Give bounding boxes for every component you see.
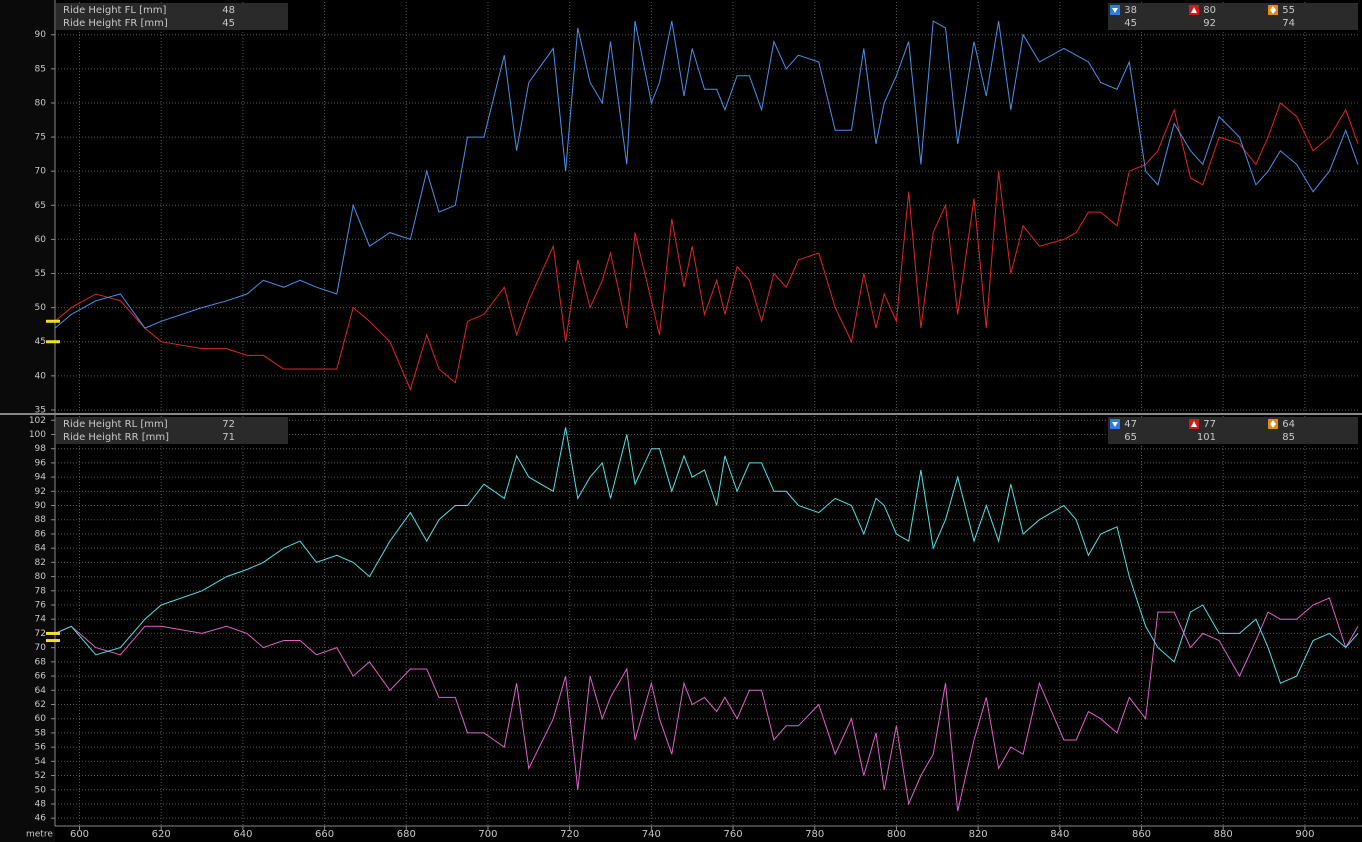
y-tick-label: 72 bbox=[35, 629, 46, 639]
min-value: 47 bbox=[1124, 419, 1137, 430]
legend-name: Ride Height RL [mm] bbox=[63, 419, 168, 430]
y-tick-label: 76 bbox=[35, 601, 47, 611]
y-tick-label: 68 bbox=[35, 657, 47, 667]
y-tick-label: 64 bbox=[35, 686, 47, 696]
x-axis-label: metre bbox=[26, 830, 53, 840]
avg-glyph bbox=[1270, 420, 1276, 428]
legend-name: Ride Height FR [mm] bbox=[63, 18, 168, 29]
y-tick-label: 90 bbox=[35, 30, 47, 40]
y-tick-label: 90 bbox=[35, 501, 47, 511]
min-value: 38 bbox=[1124, 5, 1137, 16]
y-tick-label: 55 bbox=[35, 269, 46, 279]
min-glyph bbox=[1112, 8, 1118, 13]
avg-value: 74 bbox=[1282, 18, 1295, 29]
avg-value: 85 bbox=[1282, 432, 1295, 443]
cursor-marker bbox=[46, 639, 60, 643]
cursor-value: 71 bbox=[222, 432, 235, 443]
min-value: 65 bbox=[1124, 432, 1137, 443]
y-tick-label: 40 bbox=[35, 371, 47, 381]
y-tick-label: 50 bbox=[35, 785, 47, 795]
x-tick-label: 860 bbox=[1132, 829, 1151, 840]
x-tick-label: 600 bbox=[70, 829, 89, 840]
y-tick-label: 45 bbox=[35, 337, 46, 347]
max-value: 77 bbox=[1203, 419, 1216, 430]
series-line bbox=[54, 20, 1359, 329]
y-tick-label: 62 bbox=[35, 700, 46, 710]
x-tick-label: 760 bbox=[724, 829, 743, 840]
y-tick-label: 56 bbox=[35, 743, 47, 753]
y-tick-label: 75 bbox=[35, 133, 46, 143]
x-tick-label: 660 bbox=[315, 829, 334, 840]
series-line bbox=[54, 597, 1359, 812]
y-tick-label: 58 bbox=[35, 728, 47, 738]
y-tick-label: 94 bbox=[35, 473, 47, 483]
series-line bbox=[54, 427, 1359, 684]
y-tick-label: 80 bbox=[35, 98, 47, 108]
y-tick-label: 54 bbox=[35, 757, 47, 767]
y-tick-label: 82 bbox=[35, 558, 46, 568]
y-tick-label: 96 bbox=[35, 458, 47, 468]
y-tick-label: 100 bbox=[29, 430, 46, 440]
y-tick-label: 88 bbox=[35, 515, 47, 525]
y-tick-label: 86 bbox=[35, 529, 47, 539]
avg-value: 64 bbox=[1282, 419, 1295, 430]
stats-box bbox=[1108, 417, 1358, 444]
y-tick-label: 60 bbox=[35, 714, 47, 724]
y-tick-label: 35 bbox=[35, 405, 46, 415]
avg-value: 55 bbox=[1282, 5, 1295, 16]
legend-box bbox=[56, 3, 288, 30]
y-tick-label: 70 bbox=[35, 643, 47, 653]
x-tick-label: 620 bbox=[152, 829, 171, 840]
avg-glyph bbox=[1270, 6, 1276, 14]
cursor-marker bbox=[46, 340, 60, 344]
y-tick-label: 50 bbox=[35, 303, 47, 313]
stats-box bbox=[1108, 3, 1358, 30]
x-tick-label: 780 bbox=[805, 829, 824, 840]
legend-name: Ride Height RR [mm] bbox=[63, 432, 169, 443]
max-value: 101 bbox=[1197, 432, 1216, 443]
min-glyph bbox=[1112, 422, 1118, 427]
legend-name: Ride Height FL [mm] bbox=[63, 5, 167, 16]
legend-box bbox=[56, 417, 288, 444]
y-tick-label: 84 bbox=[35, 544, 47, 554]
axis-gutter bbox=[0, 0, 55, 842]
max-value: 92 bbox=[1203, 18, 1216, 29]
y-tick-label: 98 bbox=[35, 444, 47, 454]
x-tick-label: 800 bbox=[887, 829, 906, 840]
y-tick-label: 48 bbox=[35, 799, 47, 809]
y-tick-label: 85 bbox=[35, 64, 46, 74]
y-tick-label: 78 bbox=[35, 586, 47, 596]
x-tick-label: 900 bbox=[1295, 829, 1314, 840]
x-tick-label: 680 bbox=[397, 829, 416, 840]
max-glyph bbox=[1191, 421, 1197, 427]
cursor-value: 48 bbox=[222, 5, 235, 16]
y-tick-label: 74 bbox=[35, 615, 47, 625]
x-tick-label: 740 bbox=[642, 829, 661, 840]
x-tick-label: 820 bbox=[969, 829, 988, 840]
cursor-marker bbox=[46, 631, 60, 635]
series-line bbox=[54, 102, 1359, 391]
min-value: 45 bbox=[1124, 18, 1137, 29]
y-tick-label: 46 bbox=[35, 814, 47, 824]
cursor-value: 45 bbox=[222, 18, 235, 29]
x-tick-label: 700 bbox=[478, 829, 497, 840]
y-tick-label: 102 bbox=[29, 416, 46, 426]
y-tick-label: 70 bbox=[35, 167, 47, 177]
cursor-marker bbox=[46, 319, 60, 323]
x-tick-label: 840 bbox=[1050, 829, 1069, 840]
y-tick-label: 52 bbox=[35, 771, 46, 781]
x-tick-label: 640 bbox=[233, 829, 252, 840]
y-tick-label: 60 bbox=[35, 235, 47, 245]
y-tick-label: 80 bbox=[35, 572, 47, 582]
x-tick-label: 880 bbox=[1214, 829, 1233, 840]
x-tick-label: 720 bbox=[560, 829, 579, 840]
cursor-value: 72 bbox=[222, 419, 235, 430]
y-tick-label: 65 bbox=[35, 201, 46, 211]
max-glyph bbox=[1191, 7, 1197, 13]
y-tick-label: 66 bbox=[35, 672, 47, 682]
y-tick-label: 92 bbox=[35, 487, 46, 497]
max-value: 80 bbox=[1203, 5, 1216, 16]
